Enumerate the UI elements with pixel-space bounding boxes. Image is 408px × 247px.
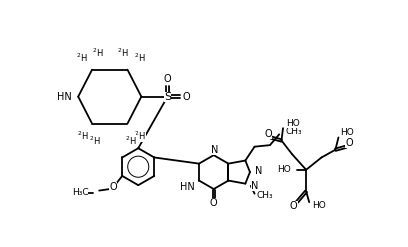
Text: $^{2}$H: $^{2}$H [89,134,101,147]
Text: N: N [251,181,258,191]
Text: HO: HO [340,128,354,137]
Text: CH₃: CH₃ [256,191,273,201]
Text: S: S [164,92,171,102]
Text: N: N [255,165,263,176]
Text: N: N [211,145,218,155]
Text: $^{2}$H: $^{2}$H [134,130,146,142]
Text: O: O [264,129,272,139]
Text: H₃C: H₃C [72,188,89,197]
Text: O: O [109,182,117,192]
Text: HN: HN [57,92,72,102]
Text: $^{2}$H: $^{2}$H [117,46,129,59]
Text: $^{2}$H: $^{2}$H [77,130,89,142]
Text: O: O [183,92,191,102]
Text: HO: HO [312,202,326,210]
Text: O: O [290,201,297,211]
Text: CH₃: CH₃ [285,127,302,136]
Text: HN: HN [180,182,195,192]
Text: O: O [346,138,353,148]
Text: $^{2}$H: $^{2}$H [134,51,146,63]
Text: HO: HO [286,119,300,128]
Text: O: O [164,74,171,84]
Text: $^{2}$H: $^{2}$H [76,51,88,63]
Text: $^{2}$H: $^{2}$H [125,134,136,147]
Text: $^{2}$H: $^{2}$H [93,46,104,59]
Text: HO: HO [277,165,291,174]
Text: O: O [210,198,217,208]
